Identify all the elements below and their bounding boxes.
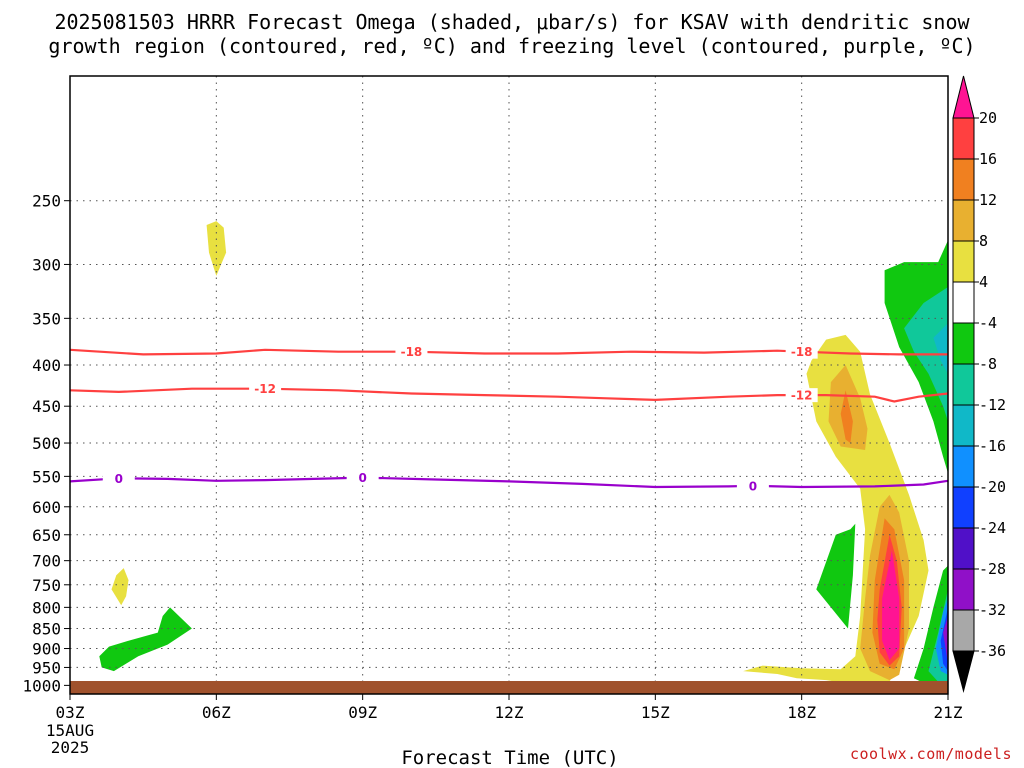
y-tick-label: 650 <box>32 526 61 545</box>
colorbar-label: -8 <box>979 355 997 373</box>
y-tick-label: 900 <box>32 640 61 659</box>
plot-frame <box>69 75 949 695</box>
contour-label: -18 <box>791 345 813 359</box>
omega-region-0 <box>206 221 227 276</box>
colorbar-label: -20 <box>979 478 1006 496</box>
colorbar-label: 8 <box>979 232 988 250</box>
colorbar-label: 20 <box>979 109 997 127</box>
contour-label-bg <box>346 470 379 485</box>
chart-title-line2: growth region (contoured, red, ºC) and f… <box>48 34 975 58</box>
ground-bar <box>70 681 948 694</box>
y-tick-label: 350 <box>32 309 61 328</box>
x-tick-label: 21Z <box>934 703 963 722</box>
colorbar-label: -32 <box>979 601 1006 619</box>
contour-label: -12 <box>254 382 276 396</box>
omega-region-7 <box>840 390 853 443</box>
contour-label-bg <box>249 381 282 396</box>
y-tick-label: 850 <box>32 620 61 639</box>
freezing-contour-2 <box>69 476 949 489</box>
x-tick-label: 09Z <box>348 703 377 722</box>
y-tick-label: 300 <box>32 255 61 274</box>
colorbar-label: 4 <box>979 273 988 291</box>
y-tick-label: 750 <box>32 576 61 595</box>
colorbar-swatch <box>952 486 975 529</box>
colorbar-swatch <box>952 568 975 611</box>
chart-title-line1: 2025081503 HRRR Forecast Omega (shaded, … <box>54 10 970 34</box>
contour-label-bg <box>102 471 135 486</box>
omega-shading <box>99 221 948 686</box>
colorbar-label: -4 <box>979 314 997 332</box>
colorbar-swatch <box>952 322 975 365</box>
contour-label: -18 <box>401 345 423 359</box>
colorbar-label: 12 <box>979 191 997 209</box>
omega-region-13 <box>933 323 948 374</box>
contour-label: 0 <box>749 479 757 493</box>
contour-lines: -18 -18 -12 -12 0 0 0 <box>69 344 949 493</box>
y-tick-label: 1000 <box>22 676 61 695</box>
y-tick-label: 700 <box>32 552 61 571</box>
colorbar-label: -36 <box>979 642 1006 660</box>
colorbar-label: 16 <box>979 150 997 168</box>
y-tick-label: 550 <box>32 467 61 486</box>
omega-region-3 <box>816 523 856 629</box>
x-date-label: 2025 <box>51 738 90 757</box>
y-tick-label: 450 <box>32 397 61 416</box>
colorbar-label: -16 <box>979 437 1006 455</box>
contour-label-bg <box>736 478 769 493</box>
colorbar-swatch <box>952 240 975 283</box>
x-tick-label: 12Z <box>495 703 524 722</box>
x-tick-label: 03Z <box>56 703 85 722</box>
omega-region-10 <box>882 550 900 660</box>
y-tick-label: 950 <box>32 658 61 677</box>
y-tick-label: 500 <box>32 434 61 453</box>
contour-label-bg <box>785 344 818 359</box>
colorbar-bottom-arrow <box>952 650 975 693</box>
x-tick-label: 18Z <box>787 703 816 722</box>
contour-label-bg <box>785 388 818 403</box>
dendritic-contour-0 <box>69 348 948 356</box>
colorbar-swatch <box>952 363 975 406</box>
omega-region-18 <box>943 616 948 664</box>
contour-label: 0 <box>115 472 123 486</box>
colorbar: 20 16 12 8 4 -4 -8 -12 -16 -20 -24 -28 -32 -36 <box>952 75 1006 693</box>
y-tick-label: 400 <box>32 356 61 375</box>
omega-region-1 <box>111 568 129 606</box>
x-axis-label: Forecast Time (UTC) <box>401 747 618 768</box>
colorbar-swatch <box>952 404 975 447</box>
x-tick-label: 15Z <box>641 703 670 722</box>
colorbar-swatch <box>952 281 975 324</box>
contour-label-bg <box>395 344 428 359</box>
colorbar-swatch <box>952 445 975 488</box>
y-axis-ticks: 2503003504004505005506006507007508008509… <box>22 192 70 695</box>
x-tick-label: 06Z <box>202 703 231 722</box>
credit-text: coolwx.com/models <box>850 745 1012 763</box>
dendritic-contour-1 <box>69 387 949 403</box>
x-date-label: 15AUG <box>46 721 94 740</box>
colorbar-label: -24 <box>979 519 1006 537</box>
contour-label: 0 <box>358 471 366 485</box>
y-tick-label: 800 <box>32 598 61 617</box>
y-tick-label: 250 <box>32 192 61 211</box>
contour-label: -12 <box>791 389 813 403</box>
colorbar-label: -28 <box>979 560 1006 578</box>
colorbar-top-arrow <box>952 75 975 119</box>
y-tick-label: 600 <box>32 498 61 517</box>
colorbar-swatch <box>952 609 975 652</box>
colorbar-swatch <box>952 158 975 201</box>
colorbar-swatch <box>952 117 975 160</box>
colorbar-swatch <box>952 199 975 242</box>
colorbar-swatch <box>952 527 975 570</box>
colorbar-label: -12 <box>979 396 1006 414</box>
omega-region-2 <box>99 607 192 672</box>
